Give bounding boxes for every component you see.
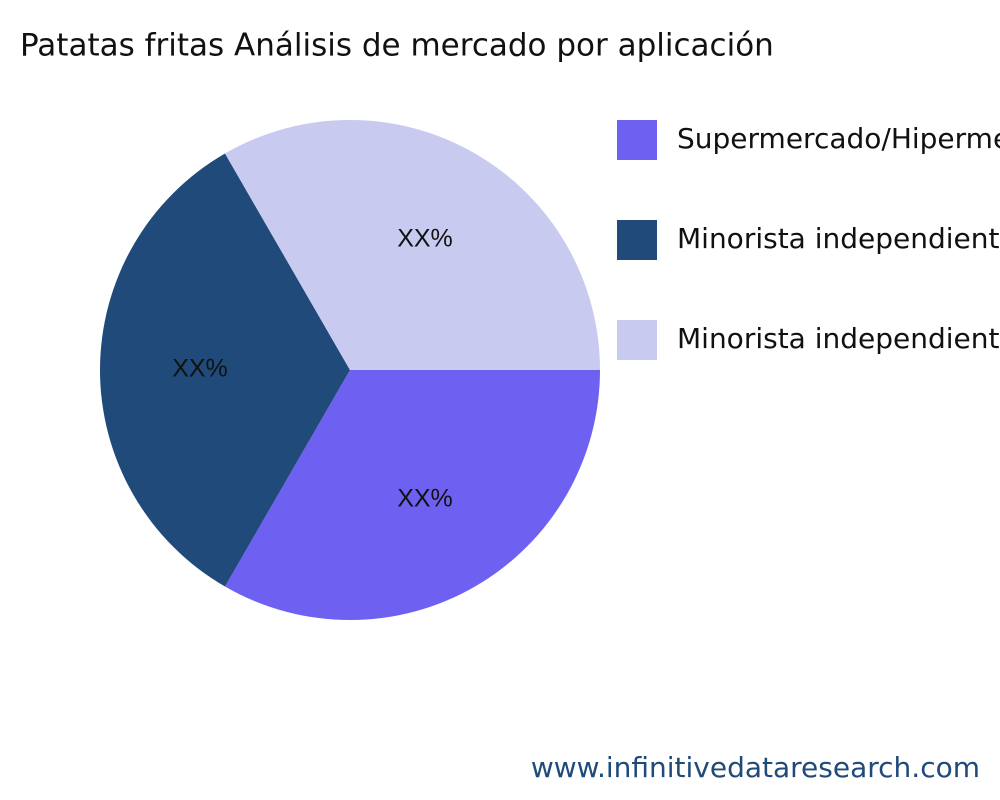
chart-title: Patatas fritas Análisis de mercado por a… <box>20 28 774 64</box>
pie-slice <box>225 370 600 620</box>
legend-label: Minorista independiente en línea <box>677 322 1000 355</box>
source: www.infinitivedataresearch.com <box>531 751 980 784</box>
pie-slice <box>225 119 600 370</box>
legend-swatch <box>617 220 657 260</box>
slice-label: XX% <box>172 355 228 383</box>
legend-label: Supermercado/Hipermercado <box>677 122 1000 155</box>
legend-swatch <box>617 120 657 160</box>
legend-label: Minorista independiente <box>677 222 1000 255</box>
slice-label: XX% <box>397 225 453 253</box>
slice-label: XX% <box>397 485 453 513</box>
legend-swatch <box>617 320 657 360</box>
